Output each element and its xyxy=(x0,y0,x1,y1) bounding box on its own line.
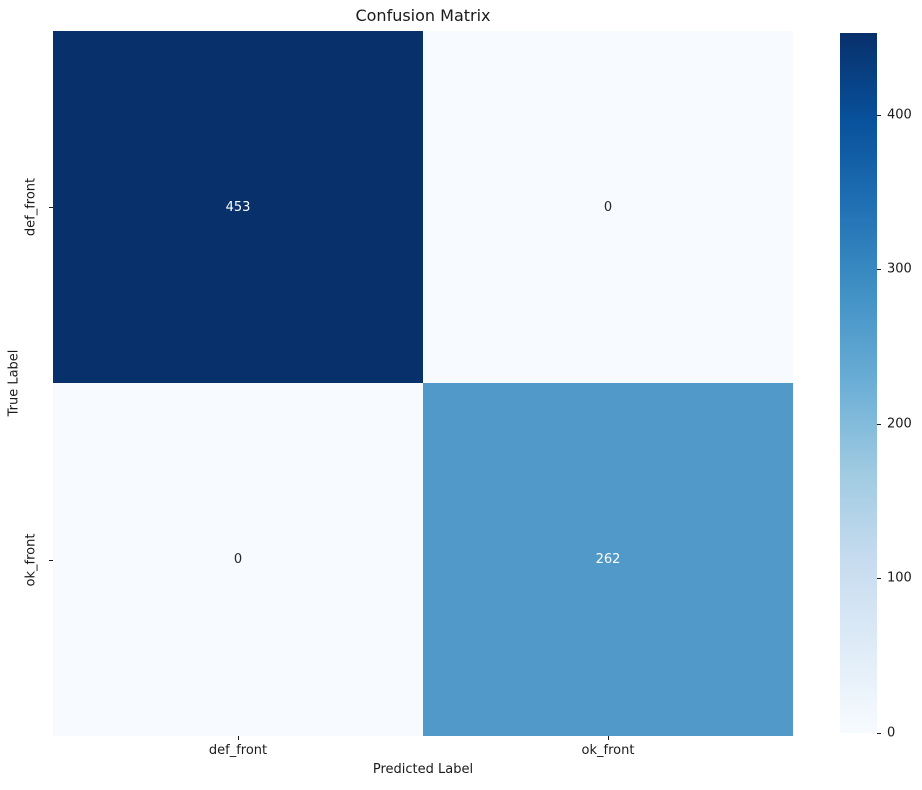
y-tick-label: def_front xyxy=(23,177,39,237)
y-tick-label: ok_front xyxy=(23,533,39,586)
cell-annotation: 453 xyxy=(225,199,251,215)
cell-annotation: 0 xyxy=(233,552,243,567)
colorbar-tick-label: 400 xyxy=(887,107,912,123)
cell-annotation: 0 xyxy=(603,199,613,215)
cell-annotation: 262 xyxy=(595,552,621,567)
colorbar xyxy=(840,33,877,733)
colorbar-tick-mark xyxy=(877,423,881,425)
x-tick-label: def_front xyxy=(208,743,268,758)
heatmap-cell: 0 xyxy=(423,31,793,383)
colorbar-tick-label: 0 xyxy=(887,725,896,741)
heatmap: 453 0 0 262 xyxy=(53,31,793,736)
colorbar-tick-label: 300 xyxy=(887,261,912,277)
heatmap-cell: 453 xyxy=(53,31,423,383)
y-axis-label: True Label xyxy=(6,349,22,417)
colorbar-tick-label: 200 xyxy=(887,416,912,432)
colorbar-tick-label: 100 xyxy=(887,570,912,586)
x-tick-mark xyxy=(608,736,609,740)
colorbar-tick-mark xyxy=(877,269,881,271)
chart-title: Confusion Matrix xyxy=(355,6,491,25)
colorbar-tick-mark xyxy=(877,114,881,116)
y-tick-mark xyxy=(49,559,53,561)
x-tick-mark xyxy=(238,736,239,740)
y-tick-mark xyxy=(49,207,53,208)
x-tick-label: ok_front xyxy=(581,743,635,758)
colorbar-tick-mark xyxy=(877,733,881,734)
heatmap-cell: 0 xyxy=(53,383,423,736)
colorbar-tick-mark xyxy=(877,578,881,580)
heatmap-cell: 262 xyxy=(423,383,793,736)
x-axis-label: Predicted Label xyxy=(372,762,474,777)
